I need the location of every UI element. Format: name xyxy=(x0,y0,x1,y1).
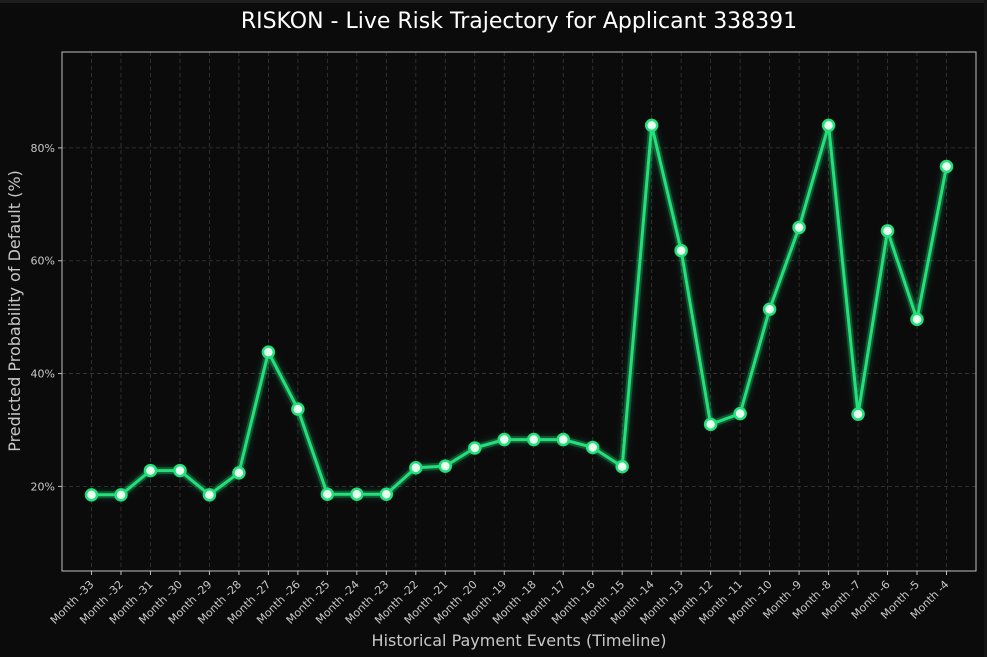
data-point xyxy=(114,488,128,502)
data-point xyxy=(939,159,954,174)
data-point xyxy=(821,118,836,133)
data-point xyxy=(674,243,688,258)
x-axis-label: Historical Payment Events (Timeline) xyxy=(372,631,667,650)
data-point xyxy=(556,432,570,447)
data-point xyxy=(291,402,305,416)
series-line xyxy=(91,123,948,497)
data-point xyxy=(703,417,718,432)
data-point xyxy=(173,463,187,478)
data-point xyxy=(851,407,865,421)
data-point xyxy=(644,118,659,133)
data-point xyxy=(468,441,482,455)
data-point xyxy=(261,345,276,359)
plot-area-frame xyxy=(61,51,977,572)
grid-lines xyxy=(62,52,976,571)
data-point xyxy=(84,488,99,502)
data-point xyxy=(320,487,335,502)
y-axis-label: Predicted Probability of Default (%) xyxy=(5,170,24,452)
data-point xyxy=(880,224,895,238)
series-risk xyxy=(84,118,954,502)
data-point xyxy=(615,459,629,474)
window-top-border xyxy=(0,0,987,3)
data-point xyxy=(409,461,423,475)
data-point xyxy=(762,302,777,316)
y-tick-label: 20% xyxy=(31,480,55,493)
data-point xyxy=(497,432,512,447)
chart-title: RISKON - Live Risk Trajectory for Applic… xyxy=(241,9,797,34)
data-point xyxy=(792,220,806,235)
y-tick-label: 40% xyxy=(31,368,55,381)
data-point xyxy=(232,466,246,480)
window-right-border xyxy=(984,0,987,657)
data-point xyxy=(438,459,453,473)
data-point xyxy=(143,463,158,478)
data-point xyxy=(526,432,541,447)
data-point xyxy=(910,312,924,327)
y-axis-ticks: 20% 40% 60% 80% xyxy=(31,142,62,493)
y-tick-label: 60% xyxy=(31,255,55,268)
data-point xyxy=(350,487,364,502)
data-point xyxy=(585,440,600,455)
y-tick-label: 80% xyxy=(31,142,55,155)
data-point xyxy=(202,488,217,502)
data-point xyxy=(379,487,394,502)
data-point xyxy=(733,406,747,421)
